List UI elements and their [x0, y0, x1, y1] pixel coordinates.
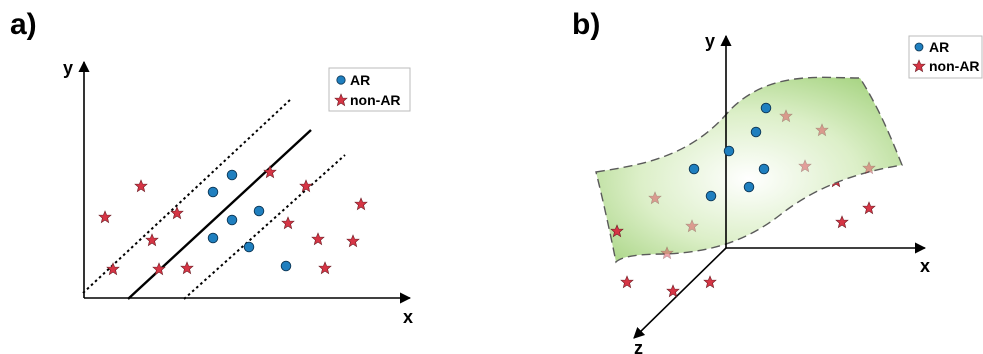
- panel-b-legend-non-ar: non-AR: [929, 58, 980, 74]
- panel-a-non-ar-point: [281, 216, 295, 230]
- panel-a-ar-point: [243, 241, 255, 253]
- panel-a-margin-upper: [82, 98, 292, 294]
- panel-a-ar-point: [207, 232, 219, 244]
- panel-b-legend: AR non-AR: [908, 35, 983, 79]
- panel-b-z-label: z: [634, 338, 643, 354]
- panel-b-legend-ar: AR: [929, 39, 949, 55]
- panel-b-non-ar-point: [862, 201, 876, 215]
- panel-a-legend-ar: AR: [350, 72, 370, 88]
- panel-a-legend-non-ar: non-AR: [350, 92, 401, 108]
- panel-b-decision-surface: [595, 76, 903, 264]
- panel-b-y-label: y: [705, 31, 715, 51]
- panel-b-non-ar-point: [703, 275, 717, 289]
- panel-a-non-ar-point: [134, 179, 148, 193]
- panel-b-label: b): [572, 8, 600, 41]
- panel-b-ar-point: [743, 181, 755, 193]
- panel-a: a) x y AR non-AR: [10, 8, 413, 327]
- panel-a-ar-point: [207, 186, 219, 198]
- panel-b-ar-point: [705, 190, 717, 202]
- panel-b-ar-point: [758, 163, 770, 175]
- panel-b-z-axis: [633, 247, 727, 339]
- panel-a-ar-point: [280, 260, 292, 272]
- panel-a-legend-ar-marker: [336, 75, 346, 85]
- panel-b-ar-point: [688, 163, 700, 175]
- panel-a-non-ar-point: [346, 234, 360, 248]
- panel-a-ar-points: [207, 169, 292, 272]
- panel-a-non-ar-point: [318, 261, 332, 275]
- panel-a-non-ar-point: [299, 179, 313, 193]
- panel-a-non-ar-point: [180, 261, 194, 275]
- panel-a-non-ar-point: [98, 210, 112, 224]
- panel-b-legend-ar-marker: [914, 42, 924, 52]
- panel-b-x-label: x: [920, 256, 930, 276]
- panel-b-non-ar-point: [620, 275, 634, 289]
- panel-a-ar-point: [226, 214, 238, 226]
- panel-a-ar-point: [226, 169, 238, 181]
- panel-a-x-label: x: [403, 307, 413, 327]
- panel-a-non-ar-point: [106, 262, 120, 276]
- panel-a-non-ar-point: [145, 233, 159, 247]
- panel-a-non-ar-point: [354, 197, 368, 211]
- panel-a-non-ar-point: [263, 165, 277, 179]
- panel-b-ar-point: [750, 126, 762, 138]
- panel-a-non-ar-point: [311, 232, 325, 246]
- panel-a-y-label: y: [63, 58, 73, 78]
- panel-a-label: a): [10, 8, 37, 41]
- panel-b-legend-box: [908, 35, 983, 79]
- panel-a-ar-point: [253, 205, 265, 217]
- panel-b-ar-point: [723, 145, 735, 157]
- panel-a-legend: AR non-AR: [328, 67, 411, 112]
- panel-b-non-ar-point: [835, 215, 849, 229]
- panel-b-ar-points: [688, 102, 772, 202]
- panel-b: b) x y z AR non-AR: [572, 8, 983, 354]
- panel-b-ar-point: [760, 102, 772, 114]
